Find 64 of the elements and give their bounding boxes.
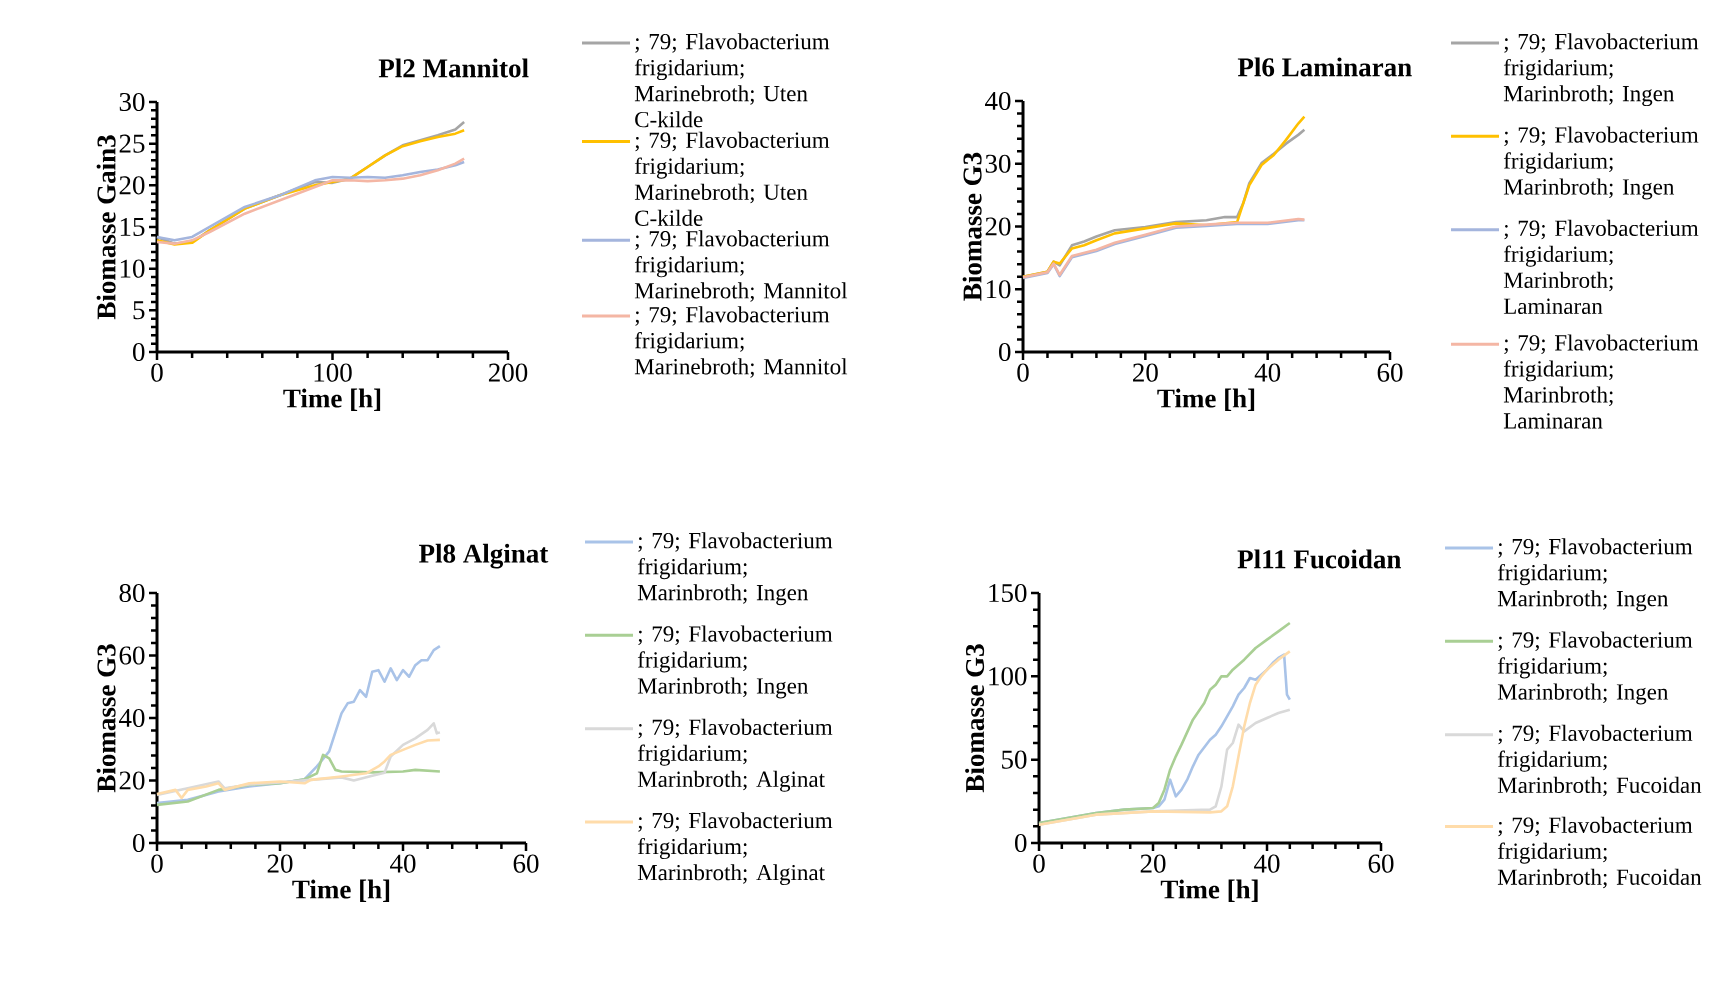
x-tick-label: 0 xyxy=(1033,854,1045,873)
x-tick-label: 40 xyxy=(1254,854,1280,873)
line-series xyxy=(155,738,442,800)
y-tick-label: 5 xyxy=(133,301,145,320)
y-axis-title: Biomasse G3 xyxy=(962,152,982,301)
x-tick-label: 20 xyxy=(1140,854,1166,873)
legend-label: ; 79; Flavobacterium frigidarium; Marinbroth; Ingen xyxy=(1497,538,1693,612)
x-tick-label: 40 xyxy=(390,854,416,873)
y-tick-label: 15 xyxy=(120,217,145,237)
legend-label: ; 79; Flavobacterium frigidarium; Marinebroth; Mannitol xyxy=(634,230,848,302)
y-tick-label: 25 xyxy=(119,134,145,153)
y-tick-label: 10 xyxy=(986,280,1011,299)
chart-title: Pl6 Laminaran xyxy=(1237,57,1412,77)
y-axis-title: Biomasse Gain3 xyxy=(96,135,116,320)
x-tick-label: 0 xyxy=(151,854,163,873)
legend-label: ; 79; Flavobacterium frigidarium; Marinbroth; Alginat xyxy=(637,718,833,792)
y-tick-label: 100 xyxy=(989,667,1027,686)
y-axis-title: Biomasse G3 xyxy=(96,644,116,793)
chart-title: Pl11 Fucoidan xyxy=(1237,549,1402,569)
y-tick-label: 50 xyxy=(1002,750,1027,769)
y-tick-label: 0 xyxy=(133,833,145,853)
legend-label: ; 79; Flavobacterium frigidarium; Marinbroth; Ingen xyxy=(1503,126,1699,200)
x-tick-label: 60 xyxy=(1377,363,1403,382)
y-tick-label: 0 xyxy=(1015,833,1027,853)
legend-label: ; 79; Flavobacterium frigidarium; Marinbroth; Ingen xyxy=(637,625,833,699)
y-axis-title: Biomasse G3 xyxy=(965,644,985,793)
x-axis-title: Time [h] xyxy=(1160,879,1258,902)
chart-title: Pl8 Alginat xyxy=(419,543,549,569)
legend-label: ; 79; Flavobacterium frigidarium; Marinbroth; Fucoidan xyxy=(1497,724,1702,797)
legend-label: ; 79; Flavobacterium frigidarium; Marinbroth; Ingen xyxy=(1497,631,1693,705)
legend-label: ; 79; Flavobacterium frigidarium; Marinbroth; Laminaran xyxy=(1503,334,1699,429)
chart-title: Pl2 Mannitol xyxy=(378,58,529,78)
y-tick-label: 20 xyxy=(985,217,1011,236)
x-tick-label: 200 xyxy=(488,363,528,382)
x-tick-label: 0 xyxy=(151,363,163,382)
x-axis-title: Time [h] xyxy=(283,388,381,411)
legend-label: ; 79; Flavobacterium frigidarium; Marinbroth; Alginat xyxy=(637,812,833,886)
legend-label: ; 79; Flavobacterium frigidarium; Marinbroth; Fucoidan xyxy=(1497,816,1702,889)
y-tick-label: 30 xyxy=(119,92,145,112)
y-tick-label: 20 xyxy=(119,771,145,790)
y-tick-label: 40 xyxy=(985,91,1011,111)
y-tick-label: 60 xyxy=(119,646,145,665)
legend-label: ; 79; Flavobacterium frigidarium; Marinbroth; Ingen xyxy=(1503,33,1699,107)
y-tick-label: 20 xyxy=(119,176,145,195)
legend-label: ; 79; Flavobacterium frigidarium; Marinebroth; Uten C-kilde xyxy=(634,131,830,226)
legend-label: ; 79; Flavobacterium frigidarium; Marinebroth; Uten C-kilde xyxy=(634,33,830,128)
y-tick-label: 0 xyxy=(133,342,145,362)
y-tick-label: 10 xyxy=(120,259,145,278)
x-tick-label: 20 xyxy=(1133,363,1158,382)
y-tick-label: 80 xyxy=(119,583,145,603)
y-tick-label: 30 xyxy=(985,154,1011,173)
x-axis-title: Time [h] xyxy=(292,879,390,902)
x-tick-label: 100 xyxy=(314,363,352,382)
y-tick-label: 150 xyxy=(989,583,1027,603)
legend-label: ; 79; Flavobacterium frigidarium; Marinbroth; Ingen xyxy=(637,532,833,606)
x-axis-title: Time [h] xyxy=(1157,388,1255,411)
x-tick-label: 60 xyxy=(1368,854,1394,873)
y-tick-label: 0 xyxy=(999,342,1011,362)
legend-label: ; 79; Flavobacterium frigidarium; Marinbroth; Laminaran xyxy=(1503,219,1699,315)
x-tick-label: 40 xyxy=(1254,363,1281,382)
x-tick-label: 60 xyxy=(513,854,539,873)
legend-label: ; 79; Flavobacterium frigidarium; Marinebroth; Mannitol xyxy=(634,306,848,378)
x-tick-label: 20 xyxy=(267,854,293,873)
y-tick-label: 40 xyxy=(119,708,145,728)
